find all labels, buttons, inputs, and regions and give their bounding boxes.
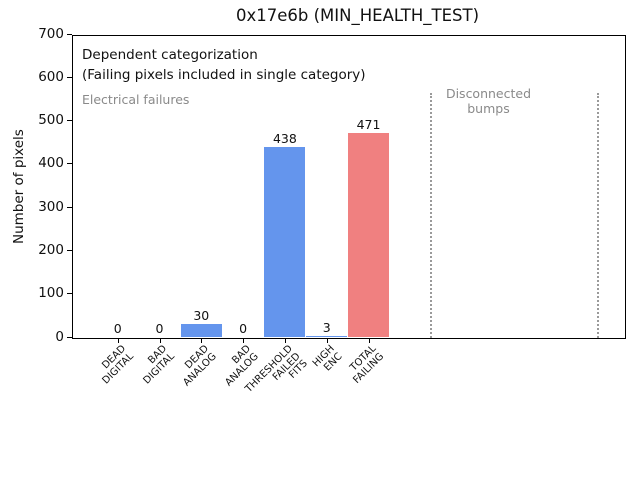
x-tick xyxy=(284,338,286,343)
annotation-dependent-categorization: Dependent categorization xyxy=(82,47,258,63)
chart-title: 0x17e6b (MIN_HEALTH_TEST) xyxy=(235,6,480,25)
y-tick xyxy=(67,249,72,251)
y-tick-label: 0 xyxy=(55,328,64,345)
y-tick xyxy=(67,120,72,122)
bar-value-label: 0 xyxy=(155,321,164,336)
y-tick-label: 200 xyxy=(38,241,64,258)
x-tick-label: DEAD DIGITAL xyxy=(99,343,136,387)
annotation-failing-pixels-note: (Failing pixels included in single categ… xyxy=(82,67,366,83)
x-tick xyxy=(201,338,203,343)
x-tick xyxy=(159,338,161,343)
annotation-electrical-failures: Electrical failures xyxy=(82,92,190,107)
bar-value-label: 0 xyxy=(113,321,122,336)
y-tick xyxy=(67,33,72,35)
y-tick-label: 400 xyxy=(38,155,64,172)
annotation-disconnected-line2: bumps xyxy=(467,101,510,116)
y-tick-label: 100 xyxy=(38,285,64,302)
y-tick-label: 600 xyxy=(38,68,64,85)
y-tick xyxy=(67,76,72,78)
bar-value-label: 0 xyxy=(239,321,248,336)
x-tick-label: BAD DIGITAL xyxy=(141,343,177,387)
y-tick xyxy=(67,293,72,295)
annotation-disconnected-line1: Disconnected xyxy=(445,86,532,101)
vline-disconnected-left xyxy=(430,93,433,338)
y-tick-label: 500 xyxy=(38,112,64,129)
bar xyxy=(180,324,222,337)
bar-value-label: 471 xyxy=(356,117,381,133)
x-tick-label: DEAD ANALOG xyxy=(181,343,219,389)
y-tick xyxy=(67,206,72,208)
x-tick xyxy=(117,338,119,343)
x-tick-label: HIGH ENC xyxy=(310,343,345,374)
y-tick-label: 700 xyxy=(38,25,64,42)
bar xyxy=(264,147,306,337)
bar xyxy=(348,133,389,337)
bar xyxy=(306,335,348,337)
annotation-disconnected-bumps: Disconnected bumps xyxy=(428,86,549,116)
y-tick xyxy=(67,163,72,165)
bar-value-label: 30 xyxy=(193,308,210,323)
x-tick xyxy=(368,338,370,343)
bar-value-label: 438 xyxy=(272,131,297,147)
x-tick xyxy=(243,338,245,343)
vline-disconnected-right xyxy=(597,93,600,338)
x-tick-label: TOTAL FAILING xyxy=(348,343,386,386)
bar-value-label: 3 xyxy=(322,319,331,335)
y-tick-label: 300 xyxy=(38,198,64,215)
y-tick xyxy=(67,336,72,338)
x-tick xyxy=(326,338,328,343)
